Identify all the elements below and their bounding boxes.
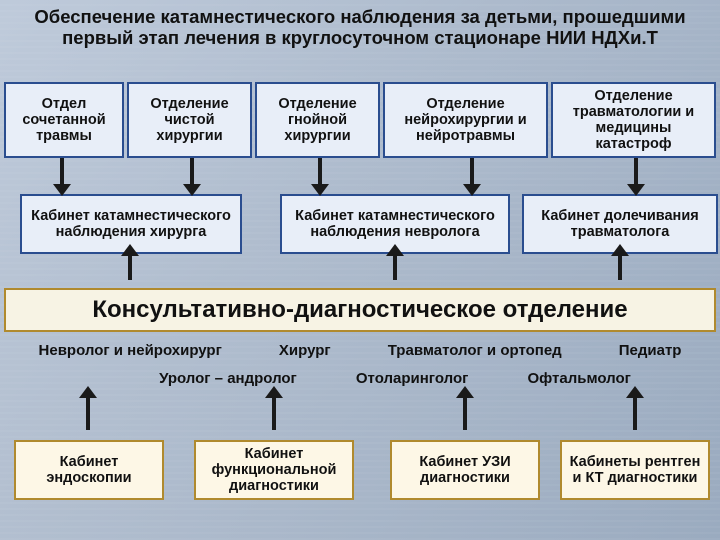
dept-purulent-surgery: Отделение гнойной хирургии	[255, 82, 380, 158]
arrow-down-icon	[311, 184, 329, 196]
arrow-stem	[86, 396, 90, 430]
dept-neurosurgery: Отделение нейрохирургии и нейротравмы	[383, 82, 548, 158]
specialists-row-a: Невролог и нейрохирург Хирург Травматолог …	[0, 342, 720, 359]
office-functional-diag: Кабинет функциональной диагностики	[194, 440, 354, 500]
band-label: Консультативно-диагностическое отделение	[92, 297, 627, 324]
row-departments: Отдел сочетанной травмыОтделение чистой …	[0, 82, 720, 158]
arrow-down-icon	[183, 184, 201, 196]
arrow-stem	[470, 158, 474, 186]
spec-ent: Отоларинголог	[356, 370, 469, 387]
arrow-down-icon	[627, 184, 645, 196]
spec-neurologist: Невролог и нейрохирург	[39, 342, 222, 359]
arrow-stem	[634, 158, 638, 186]
office-ultrasound: Кабинет УЗИ диагностики	[390, 440, 540, 500]
spec-ophthalmologist: Офтальмолог	[527, 370, 630, 387]
spec-urologist: Уролог – андролог	[159, 370, 297, 387]
arrow-stem	[393, 254, 397, 280]
spec-traumatologist: Травматолог и ортопед	[388, 342, 562, 359]
arrow-stem	[318, 158, 322, 186]
office-endoscopy: Кабинет эндоскопии	[14, 440, 164, 500]
arrow-stem	[128, 254, 132, 280]
page-title: Обеспечение катамнестического наблюдения…	[0, 0, 720, 53]
arrow-down-icon	[53, 184, 71, 196]
arrow-stem	[633, 396, 637, 430]
arrow-stem	[618, 254, 622, 280]
arrow-down-icon	[463, 184, 481, 196]
spec-pediatrician: Педиатр	[619, 342, 682, 359]
arrow-stem	[272, 396, 276, 430]
dept-combined-trauma: Отдел сочетанной травмы	[4, 82, 124, 158]
arrow-stem	[190, 158, 194, 186]
consult-diagnostic-dept: Консультативно-диагностическое отделение	[4, 288, 716, 332]
specialists-row-b: Уролог – андролог Отоларинголог Офтальмоло…	[0, 370, 720, 387]
dept-clean-surgery: Отделение чистой хирургии	[127, 82, 252, 158]
dept-traumatology: Отделение травматологии и медицины катас…	[551, 82, 716, 158]
arrow-stem	[60, 158, 64, 186]
spec-surgeon: Хирург	[279, 342, 331, 359]
office-xray-ct: Кабинеты рентген и КТ диагностики	[560, 440, 710, 500]
arrow-stem	[463, 396, 467, 430]
